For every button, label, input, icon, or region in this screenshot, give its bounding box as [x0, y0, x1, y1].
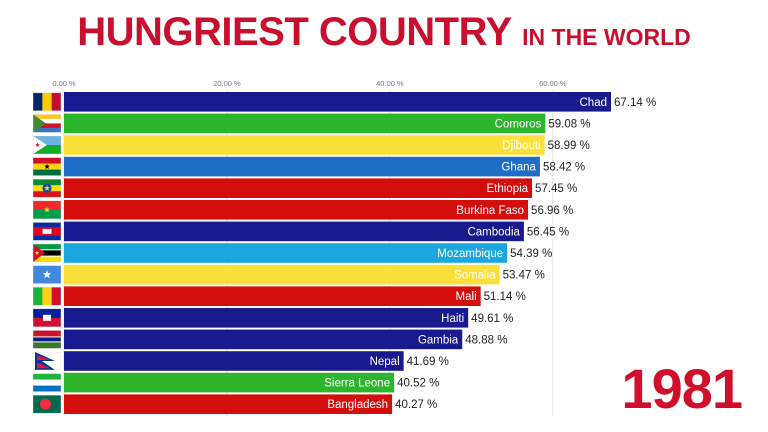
- bar-category-label: Comoros: [495, 118, 542, 130]
- chart-title: HUNGRIEST COUNTRY IN THE WORLD: [0, 10, 768, 55]
- bar: [64, 156, 540, 177]
- djibouti-flag-icon: [33, 136, 61, 154]
- bar-value-label: 59.08 %: [548, 118, 590, 130]
- mozambique-flag-icon: [33, 244, 61, 262]
- bangladesh-flag-icon: [33, 395, 61, 414]
- bar-value-label: 51.14 %: [484, 291, 526, 303]
- bar: [64, 200, 529, 220]
- burkina-faso-flag-icon: [33, 200, 61, 219]
- bar: [64, 308, 469, 328]
- mali-flag-icon: [33, 287, 61, 306]
- bar-value-label: 53.47 %: [503, 270, 545, 282]
- bar-category-label: Somalia: [454, 270, 496, 282]
- bar-value-label: 40.27 %: [395, 399, 437, 411]
- bar-category-label: Sierra Leone: [324, 378, 390, 390]
- title-main: HUNGRIEST COUNTRY: [77, 10, 512, 54]
- bar: [64, 178, 533, 198]
- bar-value-label: 49.61 %: [471, 313, 513, 325]
- bar-category-label: Djibouti: [502, 140, 540, 152]
- bar-category-label: Bangladesh: [327, 399, 388, 411]
- x-tick-label: 20.00 %: [213, 79, 241, 88]
- bar-value-label: 58.42 %: [543, 162, 585, 174]
- bar-value-label: 56.96 %: [531, 205, 573, 217]
- bar: [64, 113, 546, 134]
- bar: [64, 243, 508, 263]
- bar: [64, 372, 395, 393]
- gambia-flag-icon: [33, 330, 61, 349]
- year-label: 1981: [621, 357, 743, 420]
- bar-value-label: 40.52 %: [397, 378, 439, 390]
- bar-category-label: Burkina Faso: [456, 205, 524, 217]
- x-tick-label: 60.00 %: [539, 79, 567, 88]
- bar-category-label: Nepal: [370, 356, 400, 368]
- bars: Chad 67.14 % Comoros 59.08 % Djibouti 58.99 %…: [64, 92, 656, 414]
- bar: [64, 394, 393, 414]
- x-tick-label: 40.00 %: [376, 79, 404, 88]
- title-sub: IN THE WORLD: [522, 24, 691, 50]
- ethiopia-flag-icon: [33, 179, 61, 198]
- bar-category-label: Haiti: [441, 313, 464, 325]
- cambodia-flag-icon: [33, 222, 61, 241]
- bar-category-label: Gambia: [418, 334, 459, 346]
- bar-category-label: Mali: [456, 291, 477, 303]
- bar: [64, 221, 524, 242]
- bar: [64, 329, 463, 350]
- bar-category-label: Ghana: [501, 162, 536, 174]
- bar-category-label: Mozambique: [437, 248, 503, 260]
- chad-flag-icon: [33, 92, 61, 111]
- bar-value-label: 54.39 %: [510, 248, 552, 260]
- bar: [64, 92, 611, 112]
- haiti-flag-icon: [33, 308, 61, 327]
- ghana-flag-icon: [33, 157, 61, 176]
- bar-category-label: Ethiopia: [486, 183, 528, 195]
- nepal-flag-icon: [33, 352, 61, 370]
- bar: [64, 286, 481, 306]
- x-tick-label: 0.00 %: [52, 79, 76, 88]
- bar: [64, 135, 545, 155]
- bar: [64, 351, 404, 371]
- somalia-flag-icon: [33, 265, 61, 284]
- x-axis-ticks: 0.00 % 20.00 % 40.00 % 60.00 %: [52, 79, 567, 88]
- bar-value-label: 41.69 %: [407, 356, 449, 368]
- flags: [33, 92, 61, 414]
- bar-value-label: 58.99 %: [548, 140, 590, 152]
- bar: [64, 264, 500, 285]
- comoros-flag-icon: [33, 114, 61, 133]
- bar-value-label: 67.14 %: [614, 97, 656, 109]
- bar-value-label: 48.88 %: [465, 334, 507, 346]
- bar-value-label: 57.45 %: [535, 183, 577, 195]
- bar-value-label: 56.45 %: [527, 226, 569, 238]
- sierra-leone-flag-icon: [33, 373, 61, 392]
- bar-category-label: Cambodia: [467, 226, 520, 238]
- bar-category-label: Chad: [580, 97, 608, 109]
